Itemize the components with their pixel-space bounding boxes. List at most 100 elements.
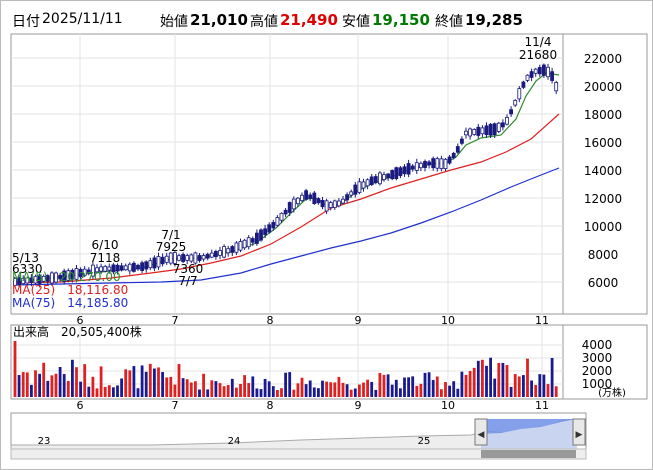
candle-body [394, 167, 399, 180]
candle-body [164, 255, 169, 263]
volume-bar [476, 360, 480, 397]
candle-body [181, 254, 186, 262]
volume-bar [456, 388, 460, 397]
price-ytick: 8000 [588, 248, 619, 262]
annotation-date: 7/1 [161, 228, 180, 242]
candle-body [209, 252, 214, 258]
low-label: 安値 [342, 14, 370, 30]
price-ytick: 12000 [584, 192, 622, 206]
candle-body [99, 266, 103, 272]
candle-body [517, 88, 522, 100]
candle-body [37, 274, 42, 284]
volume-bar [259, 389, 263, 397]
volume-bar [25, 372, 29, 397]
candle-body [427, 161, 432, 166]
right-arrow-icon: ▶ [576, 430, 583, 440]
volume-xtick: 11 [535, 399, 549, 412]
volume-bar [292, 389, 296, 397]
candle-body [382, 174, 386, 180]
volume-bar [116, 385, 119, 397]
volume-bar [255, 388, 259, 397]
candle-body [476, 126, 481, 136]
candle-body [148, 260, 153, 269]
candle-body [386, 173, 391, 179]
candle-body [295, 197, 300, 205]
volume-bar [34, 370, 37, 397]
navigator-right-handle[interactable]: ▶ [572, 418, 586, 446]
volume-bar [189, 382, 193, 397]
candle-body [119, 265, 124, 271]
volume-bar [513, 374, 517, 397]
close-value: 19,285 [465, 11, 523, 29]
volume-ytick: 3000 [582, 351, 613, 365]
candle-body [468, 128, 473, 137]
volume-bar [382, 374, 386, 397]
navigator-left-handle[interactable]: ◀ [474, 418, 488, 446]
volume-bar [505, 365, 509, 397]
candle-body [25, 277, 30, 284]
volume-xtick: 6 [77, 399, 84, 412]
candle-body [136, 264, 140, 270]
candle-body [41, 275, 46, 282]
volume-bar [280, 388, 283, 397]
candle-body [546, 66, 550, 78]
candle-body [82, 268, 87, 276]
volume-ytick: 1000 [582, 377, 613, 391]
volume-bar [329, 382, 333, 397]
candle-body [86, 269, 91, 274]
candle-body [54, 272, 58, 283]
price-ytick: 22000 [584, 52, 622, 66]
volume-ytick: 2000 [582, 364, 613, 378]
volume-bar [161, 372, 164, 397]
price-xtick: 10 [441, 314, 455, 327]
volume-bar [99, 366, 103, 397]
volume-bar [337, 376, 341, 397]
candle-body [172, 252, 177, 264]
candle-body [316, 198, 321, 204]
candle-body [410, 165, 415, 170]
candle-body [443, 158, 448, 170]
candle-body [33, 275, 38, 284]
volume-bar [226, 385, 230, 397]
candle-body [361, 181, 366, 189]
volume-bar [83, 364, 87, 397]
volume-bar [399, 388, 402, 397]
volume-bar [464, 374, 468, 397]
candle-body [537, 67, 542, 75]
candle-body [17, 277, 22, 286]
candle-body [201, 255, 206, 260]
volume-bar [341, 382, 345, 397]
candle-body [70, 269, 75, 280]
candle-body [222, 246, 227, 258]
candle-body [263, 228, 268, 236]
candle-body [406, 163, 411, 175]
candlestick-series [13, 63, 559, 288]
volume-bar [157, 367, 160, 397]
candle-body [513, 100, 518, 106]
volume-bar [13, 341, 17, 397]
volume-bar [42, 362, 46, 397]
volume-bar [214, 381, 218, 397]
candle-body [267, 224, 272, 233]
candle-body [505, 117, 509, 125]
volume-bar [95, 388, 99, 397]
candle-body [418, 162, 423, 169]
candle-body [246, 237, 251, 248]
candle-body [533, 68, 538, 74]
candle-body [107, 266, 112, 271]
volume-bars [13, 341, 558, 397]
candle-body [447, 156, 452, 164]
volume-bar [493, 378, 497, 397]
volume-bar [468, 371, 472, 397]
price-xtick: 7 [172, 314, 179, 327]
candle-body [259, 229, 263, 241]
open-value: 21,010 [190, 11, 248, 29]
high-value: 21,490 [280, 11, 338, 29]
volume-bar [325, 381, 328, 397]
navigator-scrollbar-thumb[interactable] [481, 450, 576, 458]
candle-body [464, 130, 468, 136]
volume-bar [140, 365, 144, 397]
candle-body [66, 270, 71, 281]
volume-bar [317, 388, 320, 397]
